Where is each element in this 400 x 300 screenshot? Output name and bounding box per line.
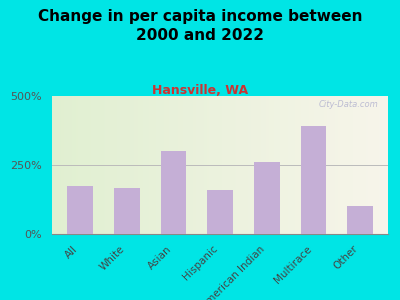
Bar [207, 190, 233, 234]
Text: Change in per capita income between
2000 and 2022: Change in per capita income between 2000… [38, 9, 362, 43]
Bar [300, 126, 326, 234]
Bar [67, 186, 93, 234]
Bar [114, 188, 140, 234]
Bar [254, 162, 280, 234]
Text: City-Data.com: City-Data.com [318, 100, 378, 109]
Text: Hansville, WA: Hansville, WA [152, 84, 248, 97]
Bar [347, 206, 373, 234]
Bar [160, 151, 186, 234]
